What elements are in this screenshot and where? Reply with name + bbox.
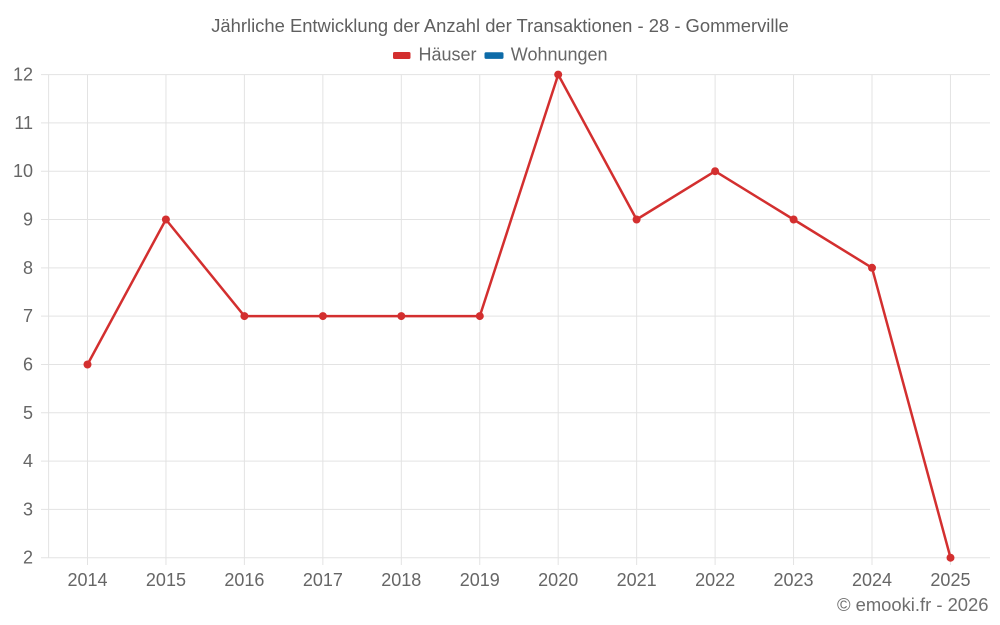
svg-text:11: 11	[14, 113, 33, 133]
svg-text:2016: 2016	[224, 570, 264, 590]
svg-text:2024: 2024	[852, 570, 892, 590]
svg-text:2015: 2015	[146, 570, 186, 590]
svg-text:2: 2	[23, 548, 33, 568]
svg-text:2022: 2022	[695, 570, 735, 590]
svg-text:2021: 2021	[617, 570, 657, 590]
svg-text:2014: 2014	[67, 570, 107, 590]
svg-text:Häuser: Häuser	[419, 45, 477, 65]
svg-text:8: 8	[23, 258, 33, 278]
svg-text:2020: 2020	[538, 570, 578, 590]
svg-text:9: 9	[23, 210, 33, 230]
svg-text:© emooki.fr - 2026: © emooki.fr - 2026	[837, 594, 989, 615]
svg-text:2023: 2023	[774, 570, 814, 590]
svg-text:10: 10	[13, 161, 33, 181]
svg-text:3: 3	[23, 499, 33, 519]
svg-text:Jährliche Entwicklung der Anza: Jährliche Entwicklung der Anzahl der Tra…	[211, 15, 789, 36]
svg-text:2017: 2017	[303, 570, 343, 590]
svg-text:7: 7	[23, 306, 33, 326]
svg-text:Wohnungen: Wohnungen	[511, 45, 608, 65]
svg-text:4: 4	[23, 451, 33, 471]
svg-text:12: 12	[13, 65, 33, 85]
svg-text:2018: 2018	[381, 570, 421, 590]
svg-text:5: 5	[23, 403, 33, 423]
svg-text:2019: 2019	[460, 570, 500, 590]
svg-text:6: 6	[23, 355, 33, 375]
svg-text:2025: 2025	[930, 570, 970, 590]
